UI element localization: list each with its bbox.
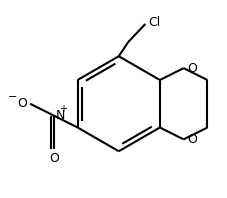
Text: Cl: Cl	[148, 16, 160, 29]
Text: N: N	[56, 109, 65, 122]
Text: −: −	[8, 92, 18, 102]
Text: O: O	[49, 152, 59, 165]
Text: +: +	[59, 104, 67, 114]
Text: O: O	[17, 97, 27, 110]
Text: O: O	[186, 62, 196, 75]
Text: O: O	[186, 133, 196, 146]
